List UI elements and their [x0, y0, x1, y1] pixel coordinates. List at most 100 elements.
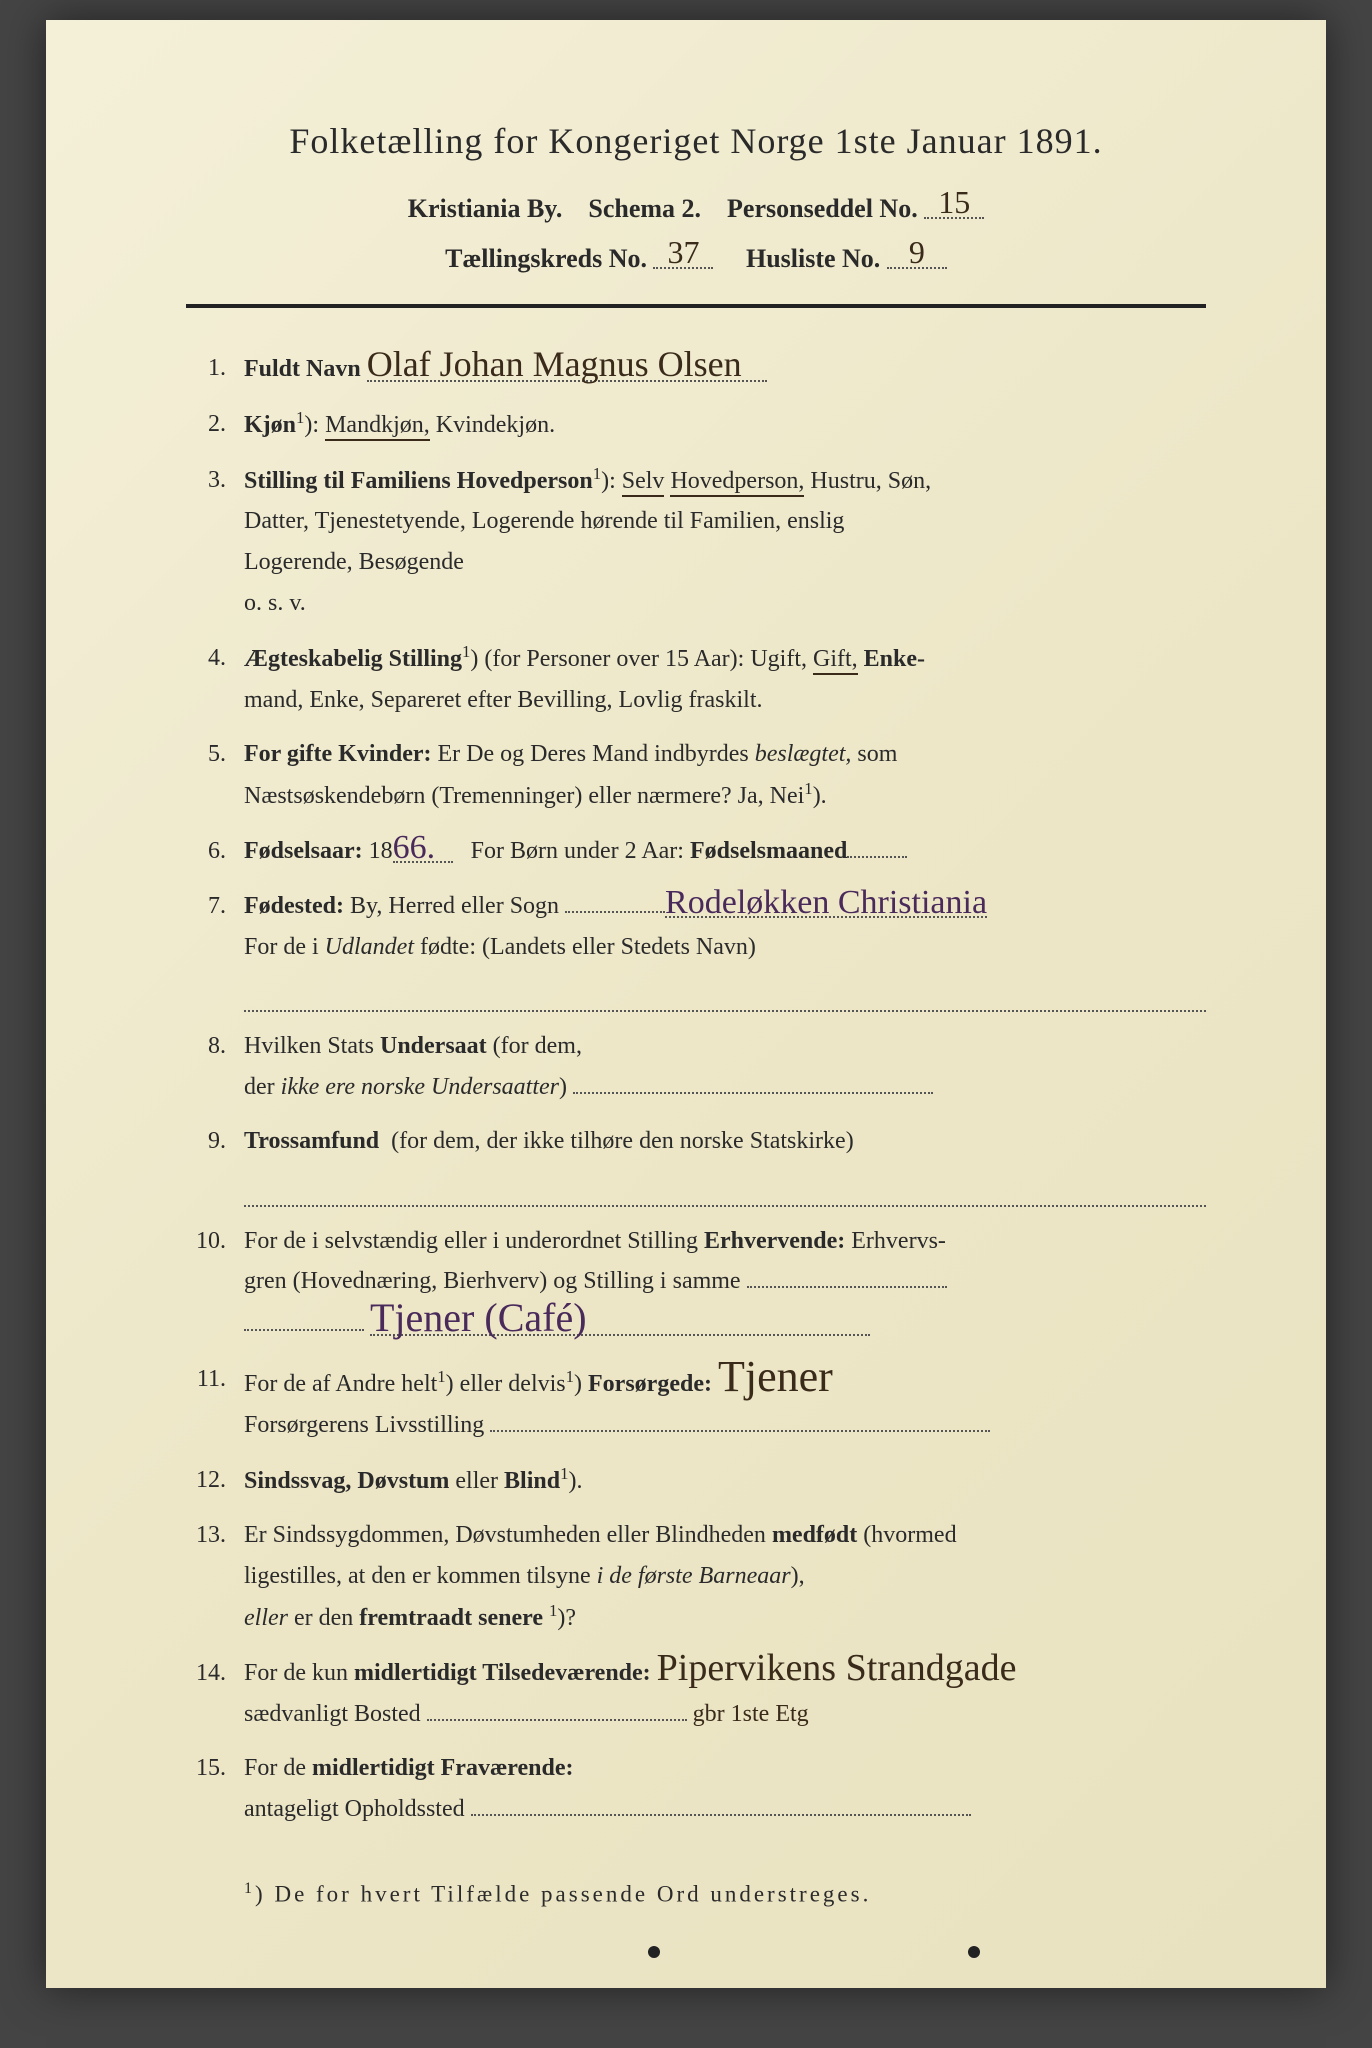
label-8: Undersaat — [380, 1033, 487, 1059]
value-14: Pipervikens Strandgade — [657, 1653, 1017, 1683]
blank-6 — [847, 856, 907, 858]
text-8-l2it: ikke ere norske Undersaatter — [281, 1074, 559, 1100]
label-12b: Blind — [504, 1468, 560, 1494]
blank-15 — [471, 1814, 971, 1816]
blank-8 — [573, 1092, 933, 1094]
text-12: eller — [455, 1468, 498, 1494]
sup-5: 1 — [804, 779, 812, 798]
text-7-l2it: Udlandet — [325, 934, 414, 960]
year-prefix: 18 — [369, 838, 393, 864]
text-3-l3: Logerende, Besøgende — [244, 549, 464, 575]
text-13-l2it: i de første Barneaar — [597, 1563, 791, 1589]
item-9: 9. Trossamfund (for dem, der ikke tilhør… — [186, 1121, 1206, 1206]
kreds-no: 37 — [653, 238, 713, 269]
label-7: Fødested: — [244, 893, 344, 919]
text-13a: Er Sindssygdommen, Døvstumheden eller Bl… — [244, 1522, 766, 1548]
sel-2a: Mandkjøn, — [325, 412, 430, 441]
text-13-l2a: ligestilles, at den er kommen tilsyne — [244, 1563, 591, 1589]
text-13-l3a: eller — [244, 1605, 288, 1631]
text-3-rest: Hustru, Søn, — [810, 468, 931, 494]
item-num-10: 10. — [186, 1221, 244, 1345]
schema-label: Schema 2. — [588, 194, 701, 223]
item-num-11: 11. — [186, 1359, 244, 1446]
blank-10a — [747, 1286, 947, 1288]
label-13b: fremtraadt senere — [359, 1605, 543, 1631]
text-7-l2a: For de i — [244, 934, 319, 960]
text-10b: Erhvervs- — [851, 1228, 946, 1254]
item-5: 5. For gifte Kvinder: Er De og Deres Man… — [186, 734, 1206, 817]
footnote: 1) De for hvert Tilfælde passende Ord un… — [186, 1880, 1206, 1908]
value-14b: gbr 1ste Etg — [693, 1705, 809, 1724]
text-14a: For de kun — [244, 1660, 348, 1686]
subtitle-row-2: Tællingskreds No. 37 Husliste No. 9 — [186, 242, 1206, 274]
blank-7a — [565, 911, 665, 913]
text-11-l2: Forsørgerens Livsstilling — [244, 1412, 484, 1438]
label-15: midlertidigt Fraværende: — [312, 1755, 574, 1781]
value-7: Rodeløkken Christiania — [665, 889, 987, 918]
text-11a: For de af Andre helt — [244, 1371, 437, 1397]
item-num-14: 14. — [186, 1653, 244, 1735]
item-num-13: 13. — [186, 1515, 244, 1638]
blank-14 — [427, 1719, 687, 1721]
item-num-6: 6. — [186, 831, 244, 872]
item-num-15: 15. — [186, 1748, 244, 1830]
sup-3: 1 — [593, 464, 601, 483]
text-13-l2b: ), — [791, 1563, 805, 1589]
husliste-no: 9 — [887, 238, 947, 269]
item-3: 3. Stilling til Familiens Hovedperson1):… — [186, 460, 1206, 624]
item-num-8: 8. — [186, 1026, 244, 1108]
item-num-4: 4. — [186, 638, 244, 721]
text-6b: For Børn under 2 Aar: — [471, 838, 684, 864]
sup-12: 1 — [560, 1464, 568, 1483]
label-1: Fuldt Navn — [244, 356, 361, 382]
label-12: Sindssvag, Døvstum — [244, 1468, 449, 1494]
blank-7b — [244, 973, 1206, 1011]
text-10a: For de i selvstændig eller i underordnet… — [244, 1228, 698, 1254]
city-label: Kristiania By. — [408, 194, 563, 223]
text-13-l3c: )? — [557, 1605, 576, 1631]
sup-2: 1 — [296, 408, 304, 427]
label-11: Forsørgede: — [588, 1371, 712, 1397]
sup-4: 1 — [462, 642, 470, 661]
text-11b: ) eller delvis — [446, 1371, 566, 1397]
label-4: Ægteskabelig Stilling — [244, 646, 462, 672]
blank-11 — [490, 1430, 990, 1432]
blank-10b — [244, 1329, 364, 1331]
blank-9 — [244, 1168, 1206, 1206]
text-3-l4: o. s. v. — [244, 590, 306, 616]
text-7a: By, Herred eller Sogn — [350, 893, 559, 919]
item-4: 4. Ægteskabelig Stilling1) (for Personer… — [186, 638, 1206, 721]
item-10: 10. For de i selvstændig eller i underor… — [186, 1221, 1206, 1345]
text-3-l2: Datter, Tjenestetyende, Logerende hørend… — [244, 508, 844, 534]
item-num-9: 9. — [186, 1121, 244, 1206]
text-2b: Kvindekjøn. — [436, 412, 555, 438]
text-5b: som — [857, 741, 897, 767]
label-2: Kjøn — [244, 412, 296, 438]
text-5a: Er De og Deres Mand indbyrdes — [438, 741, 749, 767]
text-15-l2: antageligt Opholdssted — [244, 1796, 465, 1822]
item-num-3: 3. — [186, 460, 244, 624]
item-1: 1. Fuldt Navn Olaf Johan Magnus Olsen — [186, 348, 1206, 390]
label-6: Fødselsaar: — [244, 838, 363, 864]
label-3: Stilling til Familiens Hovedperson — [244, 468, 593, 494]
value-10: Tjener (Café) — [370, 1302, 870, 1336]
item-6: 6. Fødselsaar: 1866. For Børn under 2 Aa… — [186, 831, 1206, 872]
census-form-page: Folketælling for Kongeriget Norge 1ste J… — [46, 20, 1326, 1988]
label-13: medfødt — [772, 1522, 857, 1548]
text-13b: (hvormed — [863, 1522, 956, 1548]
text-13-l3b: er den — [294, 1605, 353, 1631]
sel-3a: Selv — [622, 468, 665, 497]
item-num-7: 7. — [186, 886, 244, 1012]
text-5it: beslægtet, — [755, 741, 852, 767]
label-5: For gifte Kvinder: — [244, 741, 432, 767]
label-10: Erhvervende: — [704, 1228, 845, 1254]
item-num-5: 5. — [186, 734, 244, 817]
value-11: Tjener — [718, 1359, 833, 1394]
text-14-l2: sædvanligt Bosted — [244, 1701, 421, 1727]
text-8b: (for dem, — [493, 1033, 582, 1059]
sel-3b: Hovedperson, — [670, 468, 804, 497]
page-title: Folketælling for Kongeriget Norge 1ste J… — [186, 120, 1206, 162]
kreds-label: Tællingskreds No. — [445, 244, 647, 273]
label-9: Trossamfund — [244, 1128, 379, 1154]
label-6b: Fødselsmaaned — [690, 838, 847, 864]
